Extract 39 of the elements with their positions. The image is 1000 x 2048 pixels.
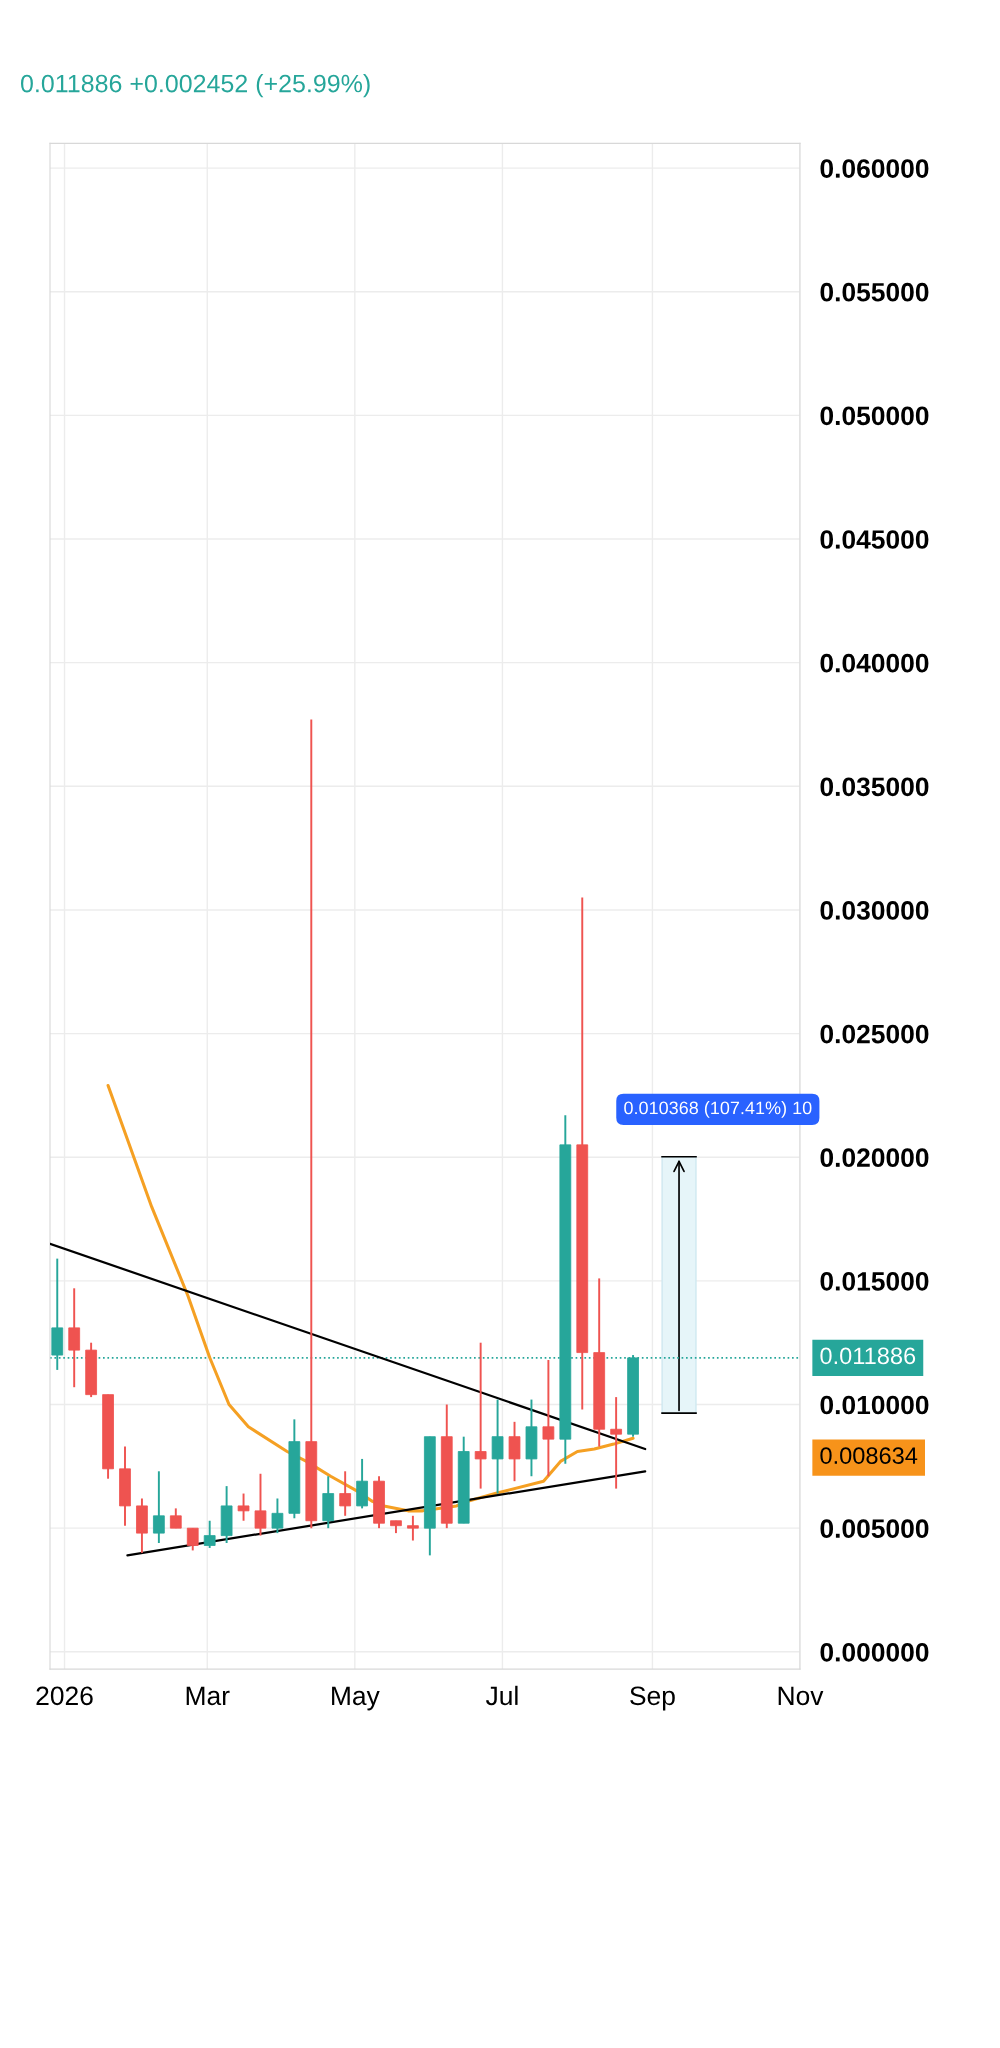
- candlestick: [153, 1470, 165, 1544]
- ref-line-label: 0.011886: [820, 1347, 916, 1365]
- candlestick: [542, 1359, 555, 1478]
- annotation: 0.010368 (107.41%) 10: [624, 1101, 812, 1118]
- y-tick-label: 0.015000: [820, 1272, 929, 1291]
- y-tick-label: 0.060000: [820, 159, 929, 178]
- y-tick-label: 0.020000: [820, 1148, 929, 1168]
- x-tick-label: 2026: [36, 1686, 93, 1706]
- candlestick: [169, 1507, 182, 1530]
- y-tick-label: 0.030000: [820, 901, 929, 920]
- y-tick-label: 0.055000: [820, 282, 929, 302]
- candlestick: [203, 1519, 216, 1549]
- candlestick: [508, 1420, 521, 1483]
- text: 0.008634: [820, 1447, 918, 1464]
- candlestick: [474, 1341, 487, 1490]
- x-tick-label: Nov: [778, 1686, 824, 1706]
- candlestick: [271, 1497, 284, 1535]
- y-tick-label: 0.005000: [820, 1519, 929, 1538]
- candlestick: [407, 1514, 419, 1542]
- y-tick-label: 0.045000: [820, 530, 929, 549]
- y-tick-label: 0.040000: [820, 653, 929, 673]
- candlestick: [68, 1287, 81, 1389]
- candlestick: [491, 1398, 504, 1495]
- chart-subtitle: 0.011886 +0.002452 (+25.99%): [20, 74, 370, 98]
- x-tick-label: Jul: [485, 1685, 518, 1706]
- y-tick-label: 0.050000: [820, 406, 929, 426]
- candlestick: [254, 1472, 267, 1537]
- x-tick-label: May: [332, 1686, 380, 1711]
- y-tick-label: 0.025000: [820, 1024, 929, 1044]
- candlestick: [305, 718, 318, 1530]
- y-tick-label: 0.010000: [820, 1395, 929, 1415]
- candlestick: [339, 1470, 352, 1517]
- x-tick-label: Sep: [630, 1686, 675, 1711]
- candlestick: [610, 1396, 622, 1490]
- x-tick-label: Mar: [186, 1686, 230, 1706]
- candlestick: [186, 1527, 199, 1552]
- y-tick-label: 0.035000: [820, 777, 929, 797]
- y-tick-label: 0.000000: [820, 1642, 929, 1662]
- candlestick: [237, 1492, 250, 1522]
